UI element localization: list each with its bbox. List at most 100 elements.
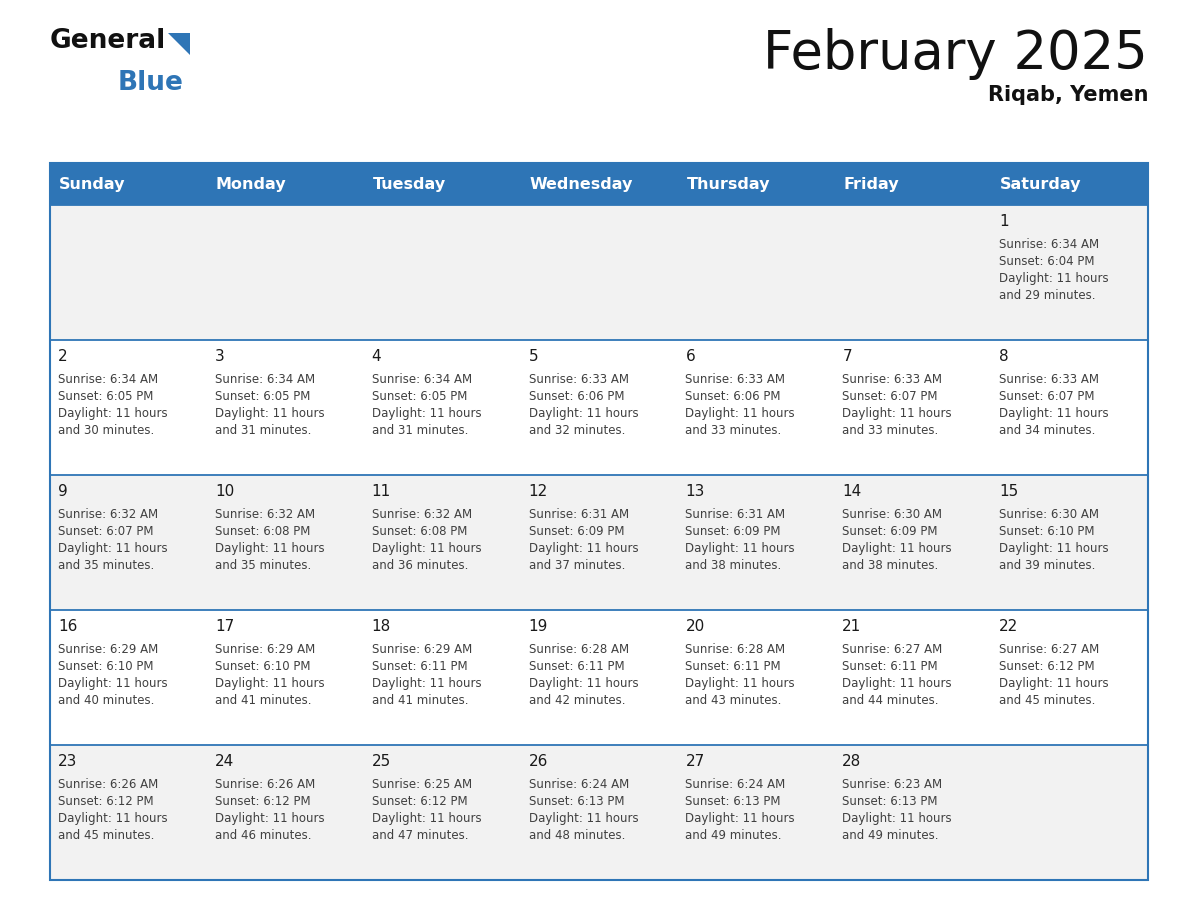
Text: 25: 25 [372, 754, 391, 769]
Text: 27: 27 [685, 754, 704, 769]
Text: 21: 21 [842, 619, 861, 634]
Text: 10: 10 [215, 484, 234, 499]
Text: Daylight: 11 hours: Daylight: 11 hours [685, 812, 795, 825]
Text: and 29 minutes.: and 29 minutes. [999, 289, 1095, 302]
Text: and 31 minutes.: and 31 minutes. [215, 424, 311, 437]
Text: Daylight: 11 hours: Daylight: 11 hours [215, 677, 324, 690]
Text: Sunrise: 6:28 AM: Sunrise: 6:28 AM [685, 643, 785, 656]
Text: Sunrise: 6:32 AM: Sunrise: 6:32 AM [58, 508, 158, 521]
Text: Sunset: 6:11 PM: Sunset: 6:11 PM [372, 660, 467, 673]
Text: Sunset: 6:10 PM: Sunset: 6:10 PM [58, 660, 153, 673]
Bar [50, 610, 1148, 745]
Text: 26: 26 [529, 754, 548, 769]
Text: Blue: Blue [118, 70, 184, 96]
Text: Daylight: 11 hours: Daylight: 11 hours [372, 407, 481, 420]
Text: Daylight: 11 hours: Daylight: 11 hours [999, 677, 1108, 690]
Bar [50, 163, 207, 205]
Text: Sunrise: 6:32 AM: Sunrise: 6:32 AM [372, 508, 472, 521]
Text: February 2025: February 2025 [763, 28, 1148, 80]
Text: and 45 minutes.: and 45 minutes. [58, 829, 154, 842]
Text: Sunset: 6:06 PM: Sunset: 6:06 PM [685, 390, 781, 403]
Text: Sunrise: 6:34 AM: Sunrise: 6:34 AM [215, 373, 315, 386]
Text: Sunrise: 6:26 AM: Sunrise: 6:26 AM [215, 778, 315, 791]
Text: 4: 4 [372, 349, 381, 364]
Text: Daylight: 11 hours: Daylight: 11 hours [58, 677, 168, 690]
Text: Tuesday: Tuesday [373, 176, 446, 192]
Text: Daylight: 11 hours: Daylight: 11 hours [842, 542, 952, 555]
Text: Sunday: Sunday [59, 176, 126, 192]
Text: Sunset: 6:13 PM: Sunset: 6:13 PM [685, 795, 781, 808]
Text: Sunrise: 6:34 AM: Sunrise: 6:34 AM [58, 373, 158, 386]
Text: Daylight: 11 hours: Daylight: 11 hours [842, 407, 952, 420]
Text: Sunset: 6:10 PM: Sunset: 6:10 PM [215, 660, 310, 673]
Text: 3: 3 [215, 349, 225, 364]
Text: and 34 minutes.: and 34 minutes. [999, 424, 1095, 437]
Text: Daylight: 11 hours: Daylight: 11 hours [999, 542, 1108, 555]
Text: Sunrise: 6:24 AM: Sunrise: 6:24 AM [529, 778, 628, 791]
Text: and 33 minutes.: and 33 minutes. [842, 424, 939, 437]
Text: and 31 minutes.: and 31 minutes. [372, 424, 468, 437]
Text: Sunrise: 6:29 AM: Sunrise: 6:29 AM [215, 643, 315, 656]
Text: and 41 minutes.: and 41 minutes. [215, 694, 311, 707]
Text: Sunset: 6:05 PM: Sunset: 6:05 PM [58, 390, 153, 403]
Bar [677, 163, 834, 205]
Text: Daylight: 11 hours: Daylight: 11 hours [215, 542, 324, 555]
Text: and 38 minutes.: and 38 minutes. [842, 559, 939, 572]
Text: Sunset: 6:04 PM: Sunset: 6:04 PM [999, 255, 1094, 268]
Text: 13: 13 [685, 484, 704, 499]
Text: and 35 minutes.: and 35 minutes. [215, 559, 311, 572]
Text: Sunrise: 6:29 AM: Sunrise: 6:29 AM [372, 643, 472, 656]
Text: 24: 24 [215, 754, 234, 769]
Text: Sunset: 6:12 PM: Sunset: 6:12 PM [372, 795, 467, 808]
Text: 15: 15 [999, 484, 1018, 499]
Text: Daylight: 11 hours: Daylight: 11 hours [372, 677, 481, 690]
Text: Sunset: 6:05 PM: Sunset: 6:05 PM [215, 390, 310, 403]
Text: Sunrise: 6:33 AM: Sunrise: 6:33 AM [685, 373, 785, 386]
Text: Sunset: 6:12 PM: Sunset: 6:12 PM [999, 660, 1095, 673]
Text: Sunset: 6:08 PM: Sunset: 6:08 PM [372, 525, 467, 538]
Text: Sunrise: 6:27 AM: Sunrise: 6:27 AM [842, 643, 942, 656]
Text: 18: 18 [372, 619, 391, 634]
Bar [50, 475, 1148, 610]
Text: Riqab, Yemen: Riqab, Yemen [987, 85, 1148, 105]
Text: and 43 minutes.: and 43 minutes. [685, 694, 782, 707]
Text: Sunrise: 6:33 AM: Sunrise: 6:33 AM [842, 373, 942, 386]
Bar [364, 163, 520, 205]
Text: and 42 minutes.: and 42 minutes. [529, 694, 625, 707]
Text: 12: 12 [529, 484, 548, 499]
Polygon shape [168, 33, 190, 55]
Text: and 45 minutes.: and 45 minutes. [999, 694, 1095, 707]
Text: Sunrise: 6:31 AM: Sunrise: 6:31 AM [529, 508, 628, 521]
Text: and 39 minutes.: and 39 minutes. [999, 559, 1095, 572]
Text: Daylight: 11 hours: Daylight: 11 hours [685, 407, 795, 420]
Text: Sunset: 6:11 PM: Sunset: 6:11 PM [685, 660, 781, 673]
Text: Sunset: 6:07 PM: Sunset: 6:07 PM [58, 525, 153, 538]
Text: Sunrise: 6:30 AM: Sunrise: 6:30 AM [999, 508, 1099, 521]
Text: and 44 minutes.: and 44 minutes. [842, 694, 939, 707]
Text: Daylight: 11 hours: Daylight: 11 hours [372, 812, 481, 825]
Text: Sunrise: 6:33 AM: Sunrise: 6:33 AM [999, 373, 1099, 386]
Bar [50, 163, 1148, 880]
Text: Sunrise: 6:34 AM: Sunrise: 6:34 AM [372, 373, 472, 386]
Text: 9: 9 [58, 484, 68, 499]
Text: Daylight: 11 hours: Daylight: 11 hours [529, 677, 638, 690]
Text: Sunset: 6:11 PM: Sunset: 6:11 PM [529, 660, 624, 673]
Text: Daylight: 11 hours: Daylight: 11 hours [58, 407, 168, 420]
Text: and 30 minutes.: and 30 minutes. [58, 424, 154, 437]
Text: Sunrise: 6:30 AM: Sunrise: 6:30 AM [842, 508, 942, 521]
Bar [50, 340, 1148, 475]
Text: 14: 14 [842, 484, 861, 499]
Text: and 38 minutes.: and 38 minutes. [685, 559, 782, 572]
Text: and 49 minutes.: and 49 minutes. [685, 829, 782, 842]
Text: Sunrise: 6:25 AM: Sunrise: 6:25 AM [372, 778, 472, 791]
Text: and 40 minutes.: and 40 minutes. [58, 694, 154, 707]
Text: Sunset: 6:11 PM: Sunset: 6:11 PM [842, 660, 937, 673]
Text: Daylight: 11 hours: Daylight: 11 hours [842, 812, 952, 825]
Text: Sunrise: 6:29 AM: Sunrise: 6:29 AM [58, 643, 158, 656]
Text: Sunrise: 6:24 AM: Sunrise: 6:24 AM [685, 778, 785, 791]
Text: 8: 8 [999, 349, 1009, 364]
Text: Sunset: 6:06 PM: Sunset: 6:06 PM [529, 390, 624, 403]
Text: Sunset: 6:13 PM: Sunset: 6:13 PM [842, 795, 937, 808]
Text: Sunset: 6:09 PM: Sunset: 6:09 PM [685, 525, 781, 538]
Bar [50, 745, 1148, 880]
